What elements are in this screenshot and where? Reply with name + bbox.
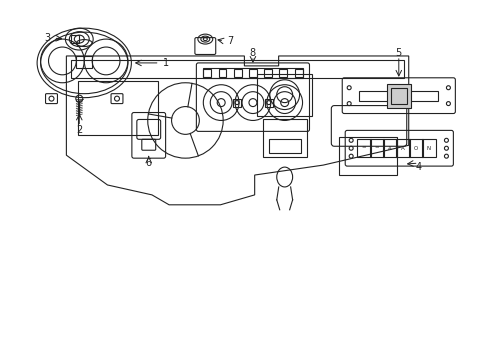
Bar: [256, 74, 312, 116]
Bar: [78, 81, 157, 135]
Bar: [264, 69, 271, 77]
Text: N: N: [426, 146, 430, 151]
Bar: [395, 139, 409, 157]
Bar: [203, 69, 211, 77]
Bar: [263, 120, 306, 157]
Bar: [386, 84, 410, 108]
Bar: [358, 91, 438, 100]
Bar: [218, 69, 226, 77]
Bar: [356, 139, 370, 157]
Bar: [279, 69, 287, 77]
Bar: [203, 68, 302, 78]
Text: =: =: [361, 146, 366, 151]
Text: O: O: [413, 146, 417, 151]
Text: A: A: [387, 146, 391, 151]
Text: 2: 2: [76, 125, 82, 135]
Bar: [233, 69, 241, 77]
Bar: [382, 139, 396, 157]
Text: 7: 7: [226, 36, 233, 46]
Text: A: A: [400, 146, 404, 151]
Text: 5: 5: [395, 48, 401, 58]
Text: 8: 8: [249, 48, 256, 58]
Text: 3: 3: [44, 33, 50, 43]
Bar: [408, 139, 422, 157]
Text: 1: 1: [162, 58, 168, 68]
Bar: [294, 69, 302, 77]
Bar: [268, 139, 300, 153]
Bar: [248, 69, 256, 77]
Bar: [339, 137, 396, 175]
Bar: [76, 56, 92, 68]
Bar: [369, 139, 383, 157]
Bar: [71, 60, 403, 78]
Text: 6: 6: [145, 158, 151, 168]
Bar: [71, 35, 79, 43]
Bar: [233, 99, 241, 107]
Bar: [421, 139, 435, 157]
Bar: [390, 88, 406, 104]
Bar: [264, 99, 272, 107]
Text: 4: 4: [415, 162, 421, 172]
Text: =: =: [374, 146, 379, 151]
